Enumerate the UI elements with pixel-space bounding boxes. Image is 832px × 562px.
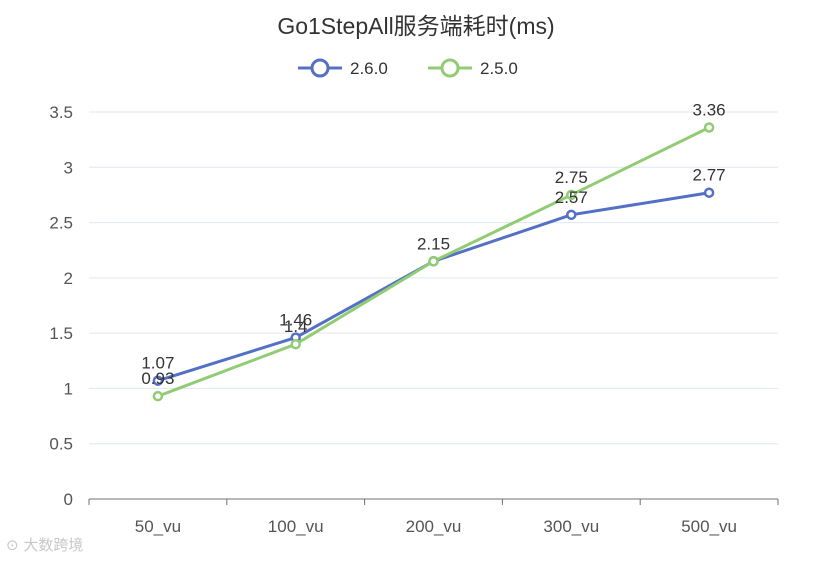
data-point [428,256,439,267]
data-label: 1.46 [279,311,312,330]
chart-legend: 2.6.0 2.5.0 [298,58,518,78]
data-label: 2.57 [555,188,588,207]
y-tick-label: 1 [64,379,73,398]
data-label: 2.15 [417,234,450,253]
data-label: 1.4 [284,317,308,336]
x-tick-label: 50_vu [135,517,181,536]
data-label: 2.77 [693,166,726,185]
legend-marker [440,58,460,78]
data-point [703,187,715,198]
data-label: 1.07 [141,354,174,373]
y-tick-label: 3.5 [49,103,73,122]
data-labels: 1.07 1.46 2.15 2.57 2.77 0.93 1.4 2.75 3.36 [141,100,725,388]
data-label: 0.93 [141,369,174,388]
data-point [703,122,715,133]
y-tick-label: 0.5 [49,435,73,454]
x-tick-label: 100_vu [268,517,324,536]
legend-label: 2.5.0 [480,59,518,78]
data-label: 2.75 [555,168,588,187]
data-point [290,338,301,350]
x-tick-label: 300_vu [543,517,599,536]
data-point [566,189,577,201]
watermark-text: 大数跨境 [23,536,84,554]
data-point [152,375,164,386]
data-label: 3.36 [693,100,726,119]
y-tick-label: 0 [64,490,73,509]
x-tick-label: 500_vu [681,517,737,536]
data-point [152,390,164,402]
x-tick-label: 200_vu [406,517,462,536]
watermark-logo: ⊙ 大数跨境 [6,534,83,555]
chart-title: Go1StepAll服务端耗时(ms) [277,13,554,39]
y-tick-label: 3 [64,158,73,177]
axes: 0 0.5 1 1.5 2 2.5 3 3.5 50_vu 100_vu 200_vu 300_vu 5… [49,103,779,536]
series-group [152,122,715,402]
y-tick-label: 2.5 [49,214,73,233]
series-line-2.6.0 [157,191,710,383]
legend-label: 2.6.0 [350,59,388,78]
gridlines [89,111,778,445]
data-point [566,209,577,221]
legend-marker [310,58,330,78]
y-tick-label: 1.5 [49,324,73,343]
watermark-icon: ⊙ [6,536,19,554]
y-tick-label: 2 [64,269,73,288]
